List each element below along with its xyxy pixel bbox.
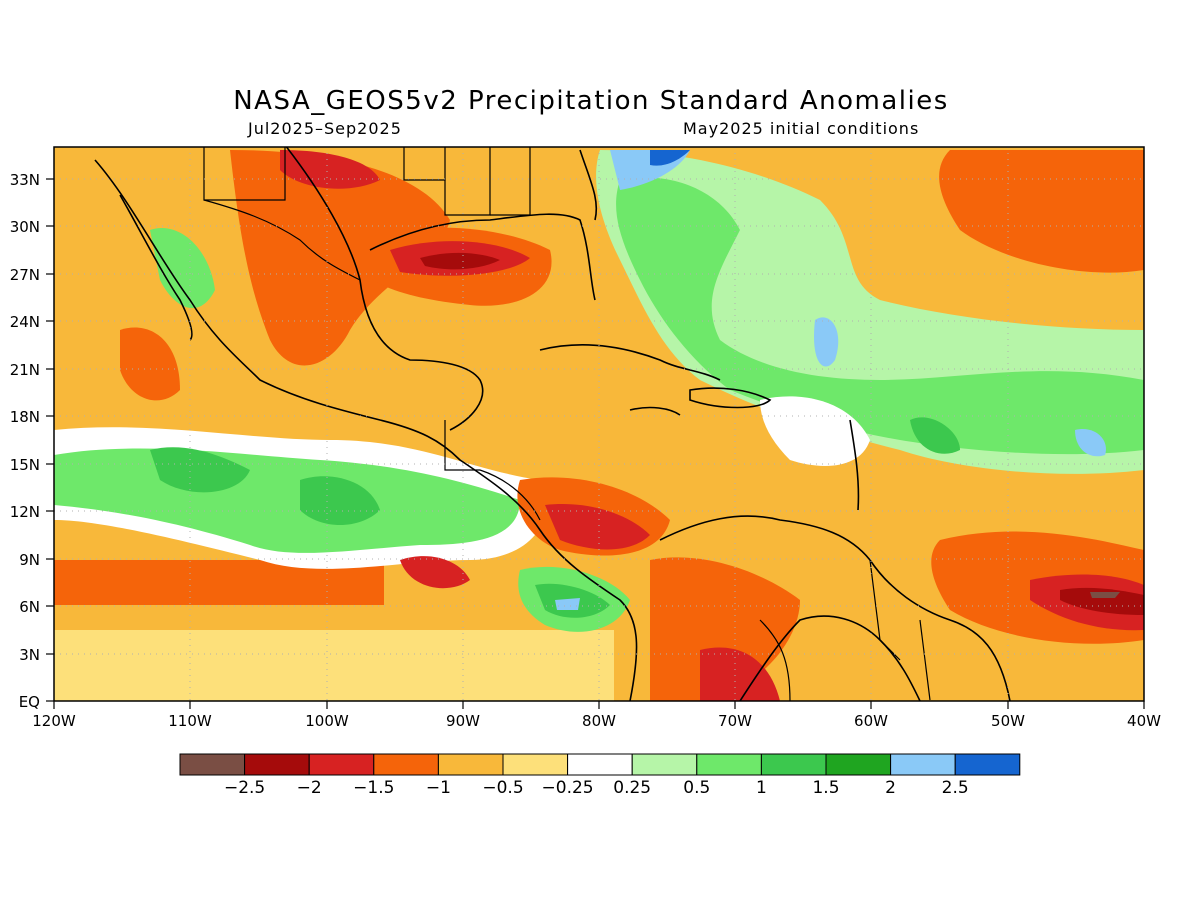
colorbar-label: −0.5 (482, 778, 523, 798)
colorbar-swatch (437, 753, 504, 776)
colorbar-swatch (631, 753, 698, 776)
colorbar-label: −1.5 (353, 778, 394, 798)
colorbar: −2.5 −2 −1.5 −1 −0.5 −0.25 0.25 0.5 1 1.5 2 2.5 (179, 753, 1021, 798)
colorbar-label: 2 (885, 778, 896, 798)
lat-label: 21N (10, 361, 40, 379)
anomaly-field (54, 147, 1144, 701)
colorbar-swatch (244, 753, 310, 776)
lat-label: 24N (10, 313, 40, 331)
lat-label: 18N (10, 408, 40, 426)
lon-label: 90W (446, 712, 480, 730)
lat-label: 27N (10, 266, 40, 284)
lat-label: 9N (19, 551, 40, 569)
lat-label: 6N (19, 598, 40, 616)
colorbar-label: −0.25 (542, 778, 594, 798)
colorbar-swatch (567, 753, 633, 776)
colorbar-swatch (825, 753, 892, 776)
colorbar-swatch (308, 753, 375, 776)
lon-label: 110W (168, 712, 212, 730)
colorbar-label: −1 (426, 778, 451, 798)
colorbar-swatch (373, 753, 439, 776)
colorbar-swatch (760, 753, 827, 776)
lat-label: EQ (19, 693, 40, 711)
colorbar-label: −2.5 (224, 778, 265, 798)
lon-label: 50W (991, 712, 1025, 730)
longitude-labels: 120W 110W 100W 90W 80W 70W 60W 50W 40W (32, 712, 1161, 730)
lon-label: 70W (718, 712, 752, 730)
political-borders (203, 147, 931, 701)
lon-label: 100W (305, 712, 349, 730)
colorbar-label: 0.25 (613, 778, 651, 798)
lat-label: 3N (19, 646, 40, 664)
colorbar-label: 1.5 (812, 778, 839, 798)
colorbar-label: −2 (297, 778, 322, 798)
colorbar-label: 1 (756, 778, 767, 798)
lon-label: 120W (32, 712, 76, 730)
colorbar-swatch (179, 753, 246, 776)
lon-label: 60W (854, 712, 888, 730)
lat-label: 33N (10, 171, 40, 189)
axis-ticks (46, 178, 1145, 709)
colorbar-swatch (954, 753, 1021, 776)
map-title: NASA_GEOS5v2 Precipitation Standard Anom… (233, 86, 949, 116)
lon-label: 80W (582, 712, 616, 730)
initial-conditions-label: May2025 initial conditions (683, 119, 920, 138)
colorbar-swatch (696, 753, 762, 776)
colorbar-swatch (890, 753, 956, 776)
coastlines (94, 147, 1011, 701)
lat-label: 12N (10, 503, 40, 521)
forecast-period: Jul2025–Sep2025 (248, 119, 402, 138)
colorbar-label: 0.5 (683, 778, 710, 798)
lon-label: 40W (1127, 712, 1161, 730)
colorbar-swatch (502, 753, 569, 776)
colorbar-label: 2.5 (942, 778, 969, 798)
lat-label: 15N (10, 456, 40, 474)
graticule (54, 147, 1144, 701)
latitude-labels: 33N 30N 27N 24N 21N 18N 15N 12N 9N 6N 3N… (10, 171, 40, 711)
lat-label: 30N (10, 218, 40, 236)
